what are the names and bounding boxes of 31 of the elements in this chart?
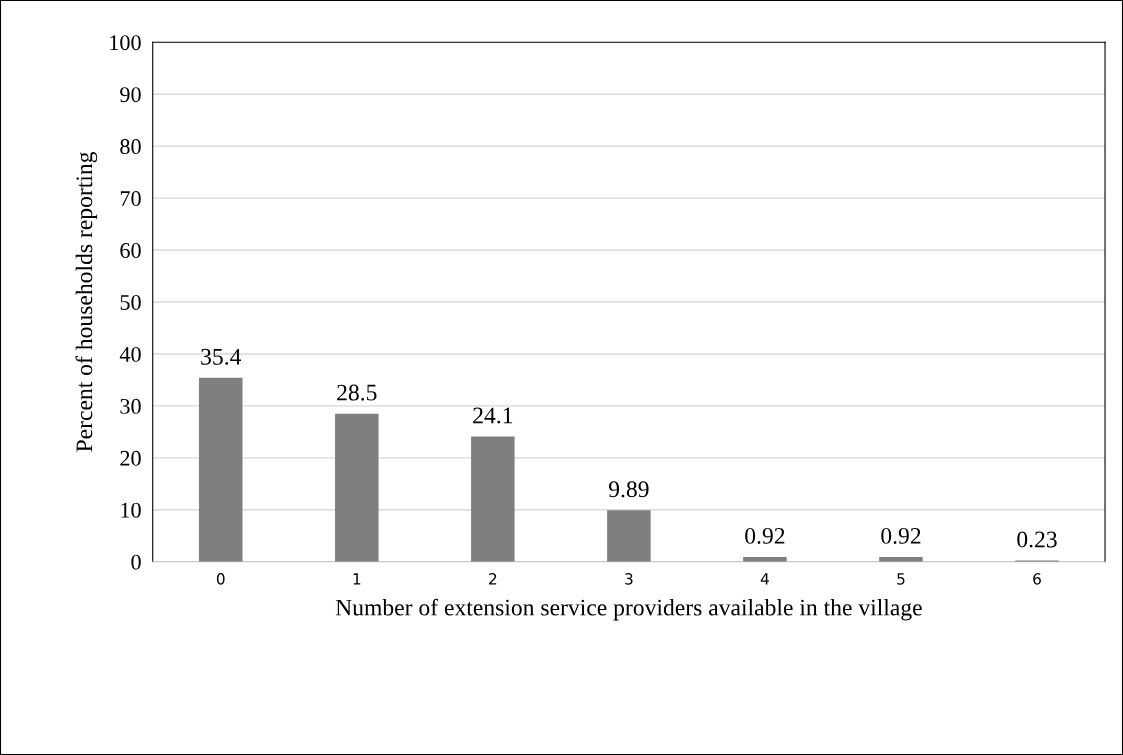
y-tick-label: 50 bbox=[120, 294, 141, 310]
x-tick-label: 4 bbox=[760, 573, 769, 585]
x-tick-label: 3 bbox=[625, 573, 633, 585]
bar bbox=[198, 377, 243, 562]
y-tick-label: 100 bbox=[110, 35, 141, 51]
data-label: 0.23 bbox=[1017, 531, 1057, 548]
y-tick-label: 20 bbox=[120, 450, 141, 466]
x-tick-label: 6 bbox=[1033, 573, 1041, 585]
data-label: 24.1 bbox=[473, 407, 513, 424]
bar bbox=[607, 510, 651, 562]
data-label: 35.4 bbox=[201, 348, 242, 365]
x-tick-label: 1 bbox=[353, 573, 361, 585]
y-tick-label: 90 bbox=[120, 87, 141, 103]
y-tick-label: 80 bbox=[120, 139, 141, 155]
data-label: 0.92 bbox=[881, 527, 921, 544]
y-tick-label: 70 bbox=[120, 191, 141, 207]
y-axis-title: Percent of households reporting bbox=[75, 151, 98, 452]
x-tick-label: 5 bbox=[897, 573, 905, 585]
y-tick-label: 0 bbox=[131, 554, 141, 570]
y-tick-label: 40 bbox=[119, 346, 141, 362]
x-tick-label: 2 bbox=[489, 573, 497, 585]
bar bbox=[335, 413, 379, 562]
bar bbox=[471, 436, 515, 562]
data-label: 28.5 bbox=[337, 384, 377, 401]
y-tick-label: 30 bbox=[120, 398, 141, 414]
y-tick-label: 60 bbox=[120, 242, 141, 258]
data-label: 9.89 bbox=[608, 481, 649, 498]
x-axis-title: Number of extension service providers available in the village bbox=[335, 598, 922, 621]
x-tick-label: 0 bbox=[216, 573, 225, 585]
data-label: 0.92 bbox=[745, 527, 785, 544]
y-tick-label: 10 bbox=[121, 502, 141, 518]
